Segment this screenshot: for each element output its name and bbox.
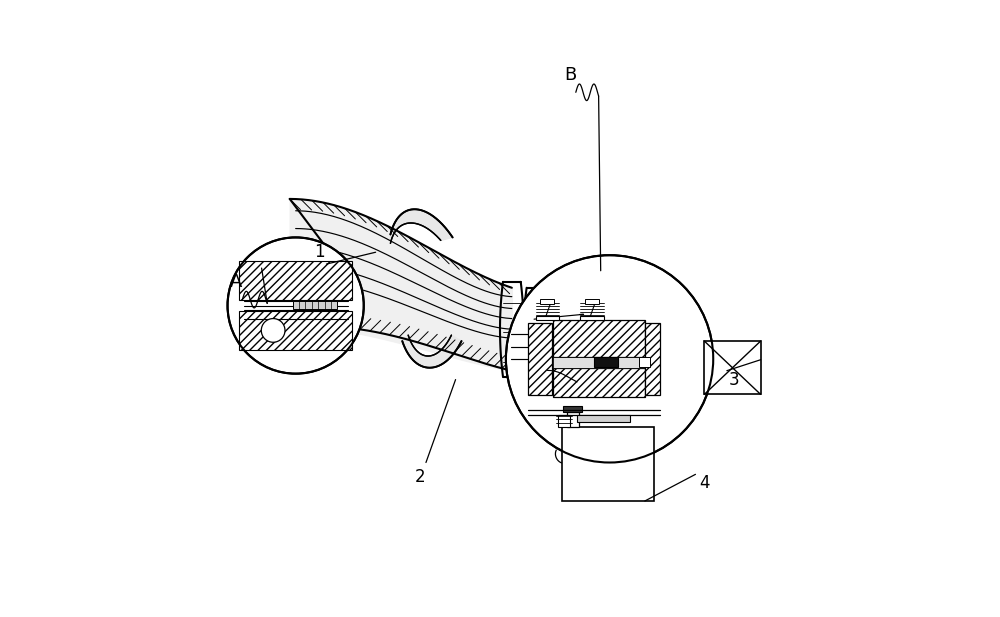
Bar — [553, 357, 645, 368]
Circle shape — [228, 238, 364, 374]
Bar — [239, 312, 352, 350]
Bar — [239, 261, 352, 300]
Bar — [704, 341, 761, 394]
Bar — [293, 301, 337, 308]
Bar — [540, 299, 554, 304]
Text: 2: 2 — [415, 468, 425, 486]
Bar — [563, 406, 582, 412]
Text: 3: 3 — [729, 371, 739, 389]
Polygon shape — [390, 209, 453, 243]
Bar — [553, 320, 645, 357]
Bar — [645, 323, 660, 395]
Circle shape — [261, 318, 285, 342]
Bar — [553, 368, 645, 397]
Bar — [594, 357, 618, 367]
Circle shape — [506, 255, 713, 463]
Bar — [528, 323, 552, 395]
Bar — [639, 357, 650, 367]
Text: A: A — [230, 273, 243, 291]
Bar — [577, 415, 630, 422]
Text: 4: 4 — [699, 474, 710, 492]
Bar — [585, 299, 599, 304]
Bar — [580, 316, 604, 320]
Bar — [562, 427, 654, 501]
Text: B: B — [564, 65, 576, 83]
Bar — [536, 316, 559, 320]
Polygon shape — [402, 335, 461, 368]
Bar — [558, 415, 570, 427]
Bar — [567, 412, 579, 427]
Text: 1: 1 — [314, 243, 325, 261]
